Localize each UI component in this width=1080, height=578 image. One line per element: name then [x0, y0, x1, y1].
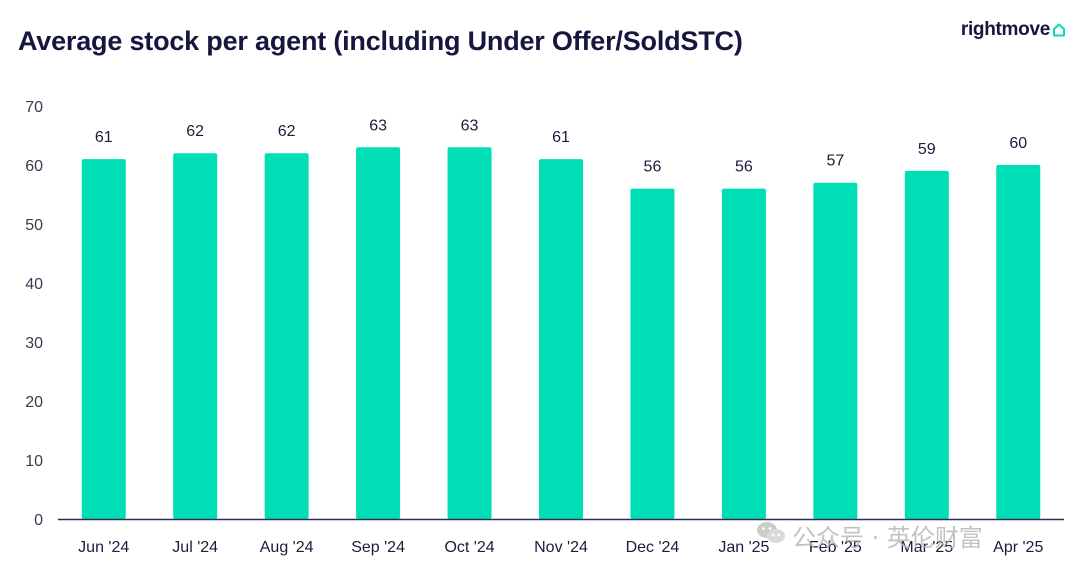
y-tick-label: 0 — [34, 512, 43, 529]
bar — [904, 170, 949, 519]
chart-title: Average stock per agent (including Under… — [18, 26, 743, 56]
x-tick-label: Aug '24 — [260, 539, 314, 556]
x-tick-label: Sep '24 — [351, 539, 405, 556]
y-tick-label: 50 — [25, 217, 43, 234]
bar-value-label: 63 — [461, 117, 479, 134]
y-tick-label: 20 — [25, 394, 43, 411]
wechat-icon — [756, 520, 786, 552]
data-labels: 61 62 62 63 63 61 56 56 57 59 60 — [95, 117, 1027, 175]
bar — [813, 182, 858, 519]
y-tick-label: 30 — [25, 335, 43, 352]
x-tick-label: Oct '24 — [444, 539, 494, 556]
bar-value-label: 59 — [918, 141, 936, 158]
x-tick-label: Jul '24 — [172, 539, 218, 556]
bar-value-label: 56 — [735, 159, 753, 176]
x-tick-label: Apr '25 — [993, 539, 1043, 556]
y-tick-label: 10 — [25, 453, 43, 470]
bar-value-label: 61 — [552, 129, 570, 146]
bar — [447, 147, 492, 520]
bar — [356, 147, 401, 520]
bar-value-label: 56 — [644, 159, 662, 176]
x-tick-label: Dec '24 — [626, 539, 680, 556]
logo-text: rightmove — [960, 19, 1050, 40]
bar-value-label: 62 — [186, 123, 204, 140]
bar-value-label: 57 — [826, 153, 844, 170]
x-tick-label: Feb '25 — [809, 539, 862, 556]
x-axis-labels: Jun '24 Jul '24 Aug '24 Sep '24 Oct '24 Nov '… — [78, 539, 1043, 556]
y-tick-label: 60 — [25, 158, 43, 175]
bar-value-label: 60 — [1009, 135, 1027, 152]
watermark-text: 公众号 · 英伦财富 — [792, 524, 983, 552]
bar — [264, 153, 309, 519]
bar — [81, 159, 126, 519]
bar-value-label: 61 — [95, 129, 113, 146]
bar-value-label: 63 — [369, 117, 387, 134]
y-tick-label: 70 — [25, 99, 43, 116]
y-tick-label: 40 — [25, 276, 43, 293]
rightmove-logo: rightmove — [961, 19, 1066, 41]
x-tick-label: Nov '24 — [534, 539, 588, 556]
watermark: 公众号 · 英伦财富 — [756, 518, 983, 553]
bar — [539, 159, 583, 519]
x-tick-label: Jun '24 — [78, 539, 129, 556]
bar — [630, 188, 675, 519]
bar — [173, 153, 218, 519]
x-tick-label: Mar '25 — [900, 539, 953, 556]
bar-value-label: 62 — [278, 123, 296, 140]
y-axis-ticks: 0 10 20 30 40 50 60 70 — [25, 99, 43, 529]
bar — [721, 188, 766, 519]
x-tick-label: Jan '25 — [718, 539, 769, 556]
bars — [81, 147, 1041, 520]
bar — [996, 165, 1041, 519]
house-icon — [1052, 22, 1066, 38]
